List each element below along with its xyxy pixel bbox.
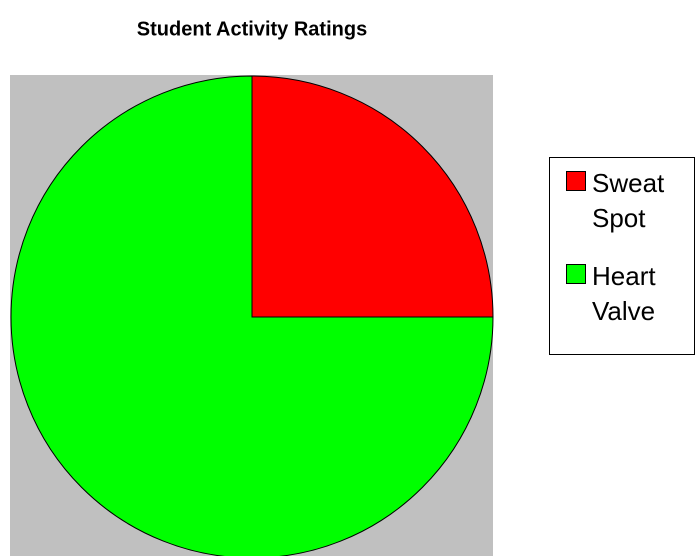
legend-label: Heart Valve <box>592 261 656 326</box>
legend-swatch <box>566 171 586 191</box>
pie-slice <box>10 75 494 556</box>
legend-entry: Heart Valve <box>566 259 692 329</box>
legend: Sweat Spot Heart Valve <box>549 157 695 355</box>
legend-entry: Sweat Spot <box>566 166 692 236</box>
legend-swatch <box>566 264 586 284</box>
chart-title: Student Activity Ratings <box>137 18 367 40</box>
pie-slice <box>251 75 494 318</box>
legend-label: Sweat Spot <box>592 168 665 233</box>
